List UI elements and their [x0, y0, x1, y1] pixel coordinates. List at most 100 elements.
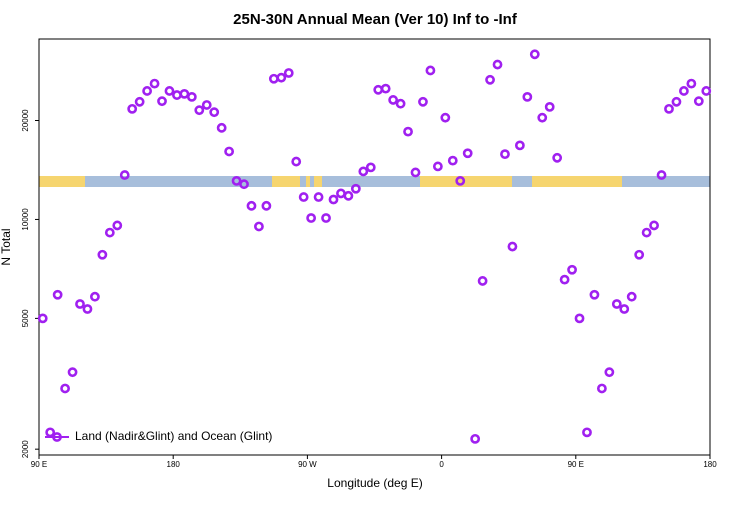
point [149, 78, 160, 89]
point [82, 304, 93, 314]
y-tick-label: 20000 [21, 109, 30, 132]
point [231, 175, 242, 186]
point [373, 84, 384, 95]
point [201, 100, 212, 110]
chart-title: 25N-30N Annual Mean (Ver 10) Inf to -Inf [233, 11, 518, 28]
x-tick-label: 180 [167, 460, 181, 469]
point [492, 59, 503, 70]
plot-frame [38, 38, 711, 456]
land-band [532, 176, 622, 187]
point [649, 220, 659, 231]
point [582, 427, 592, 438]
legend-label: Land (Nadir&Glint) and Ocean (Glint) [75, 429, 272, 443]
point [67, 367, 78, 378]
point [134, 96, 145, 107]
point [701, 86, 712, 96]
point [537, 112, 548, 123]
point [328, 194, 339, 205]
point [45, 427, 56, 438]
point [239, 179, 249, 190]
point [641, 227, 652, 238]
point [693, 96, 704, 107]
point [254, 221, 264, 232]
point [418, 96, 428, 107]
point [634, 249, 645, 260]
point [224, 146, 235, 157]
point [432, 161, 443, 172]
point [656, 170, 667, 180]
point [522, 91, 533, 102]
point [507, 241, 518, 252]
point [514, 140, 525, 151]
point [574, 313, 585, 324]
point [313, 192, 324, 202]
point [283, 68, 294, 78]
point [216, 122, 227, 133]
point [485, 74, 495, 85]
point [664, 103, 674, 114]
point [544, 101, 555, 112]
point [276, 72, 287, 83]
point [455, 175, 466, 186]
point [104, 227, 115, 238]
point [679, 86, 689, 96]
point [477, 276, 488, 286]
point [37, 313, 48, 324]
y-tick-label: 5000 [21, 309, 30, 327]
point [410, 167, 421, 178]
x-tick-label: 90 E [568, 460, 584, 469]
point [552, 152, 563, 163]
point [194, 105, 205, 116]
land-band [314, 176, 322, 187]
point [164, 86, 175, 96]
legend-marker [52, 432, 62, 442]
point [112, 220, 123, 231]
x-tick-label: 90 E [31, 460, 47, 469]
point [395, 98, 406, 109]
point [179, 88, 190, 99]
land-band [39, 176, 85, 187]
point [686, 78, 697, 89]
point [350, 183, 361, 194]
x-tick-label: 0 [439, 460, 444, 469]
point [172, 90, 182, 100]
point [604, 367, 615, 378]
point [529, 49, 540, 60]
point [209, 107, 220, 118]
point [291, 156, 302, 167]
point [157, 96, 167, 107]
point [447, 155, 458, 166]
point [500, 149, 510, 160]
point [119, 170, 130, 180]
point [261, 200, 272, 211]
y-axis-label: N Total [0, 228, 13, 265]
point [425, 65, 436, 76]
point [246, 200, 257, 211]
land-ocean-strip [39, 176, 710, 187]
point [611, 299, 622, 309]
y-tick-label: 2000 [21, 440, 30, 458]
x-tick-label: 180 [703, 460, 717, 469]
point [52, 289, 63, 300]
point [567, 264, 577, 275]
land-band [272, 176, 300, 187]
point [60, 383, 70, 394]
point [440, 112, 451, 123]
point [388, 95, 399, 105]
point [336, 188, 346, 199]
point [626, 291, 637, 302]
point [90, 291, 100, 302]
point [380, 83, 391, 94]
point [403, 126, 413, 137]
point [671, 96, 682, 107]
x-tick-label: 90 W [298, 460, 317, 469]
land-band [420, 176, 512, 187]
point [186, 91, 197, 102]
point [127, 103, 138, 114]
point [365, 162, 376, 173]
point [306, 213, 317, 223]
point [559, 274, 570, 285]
point [97, 249, 108, 260]
